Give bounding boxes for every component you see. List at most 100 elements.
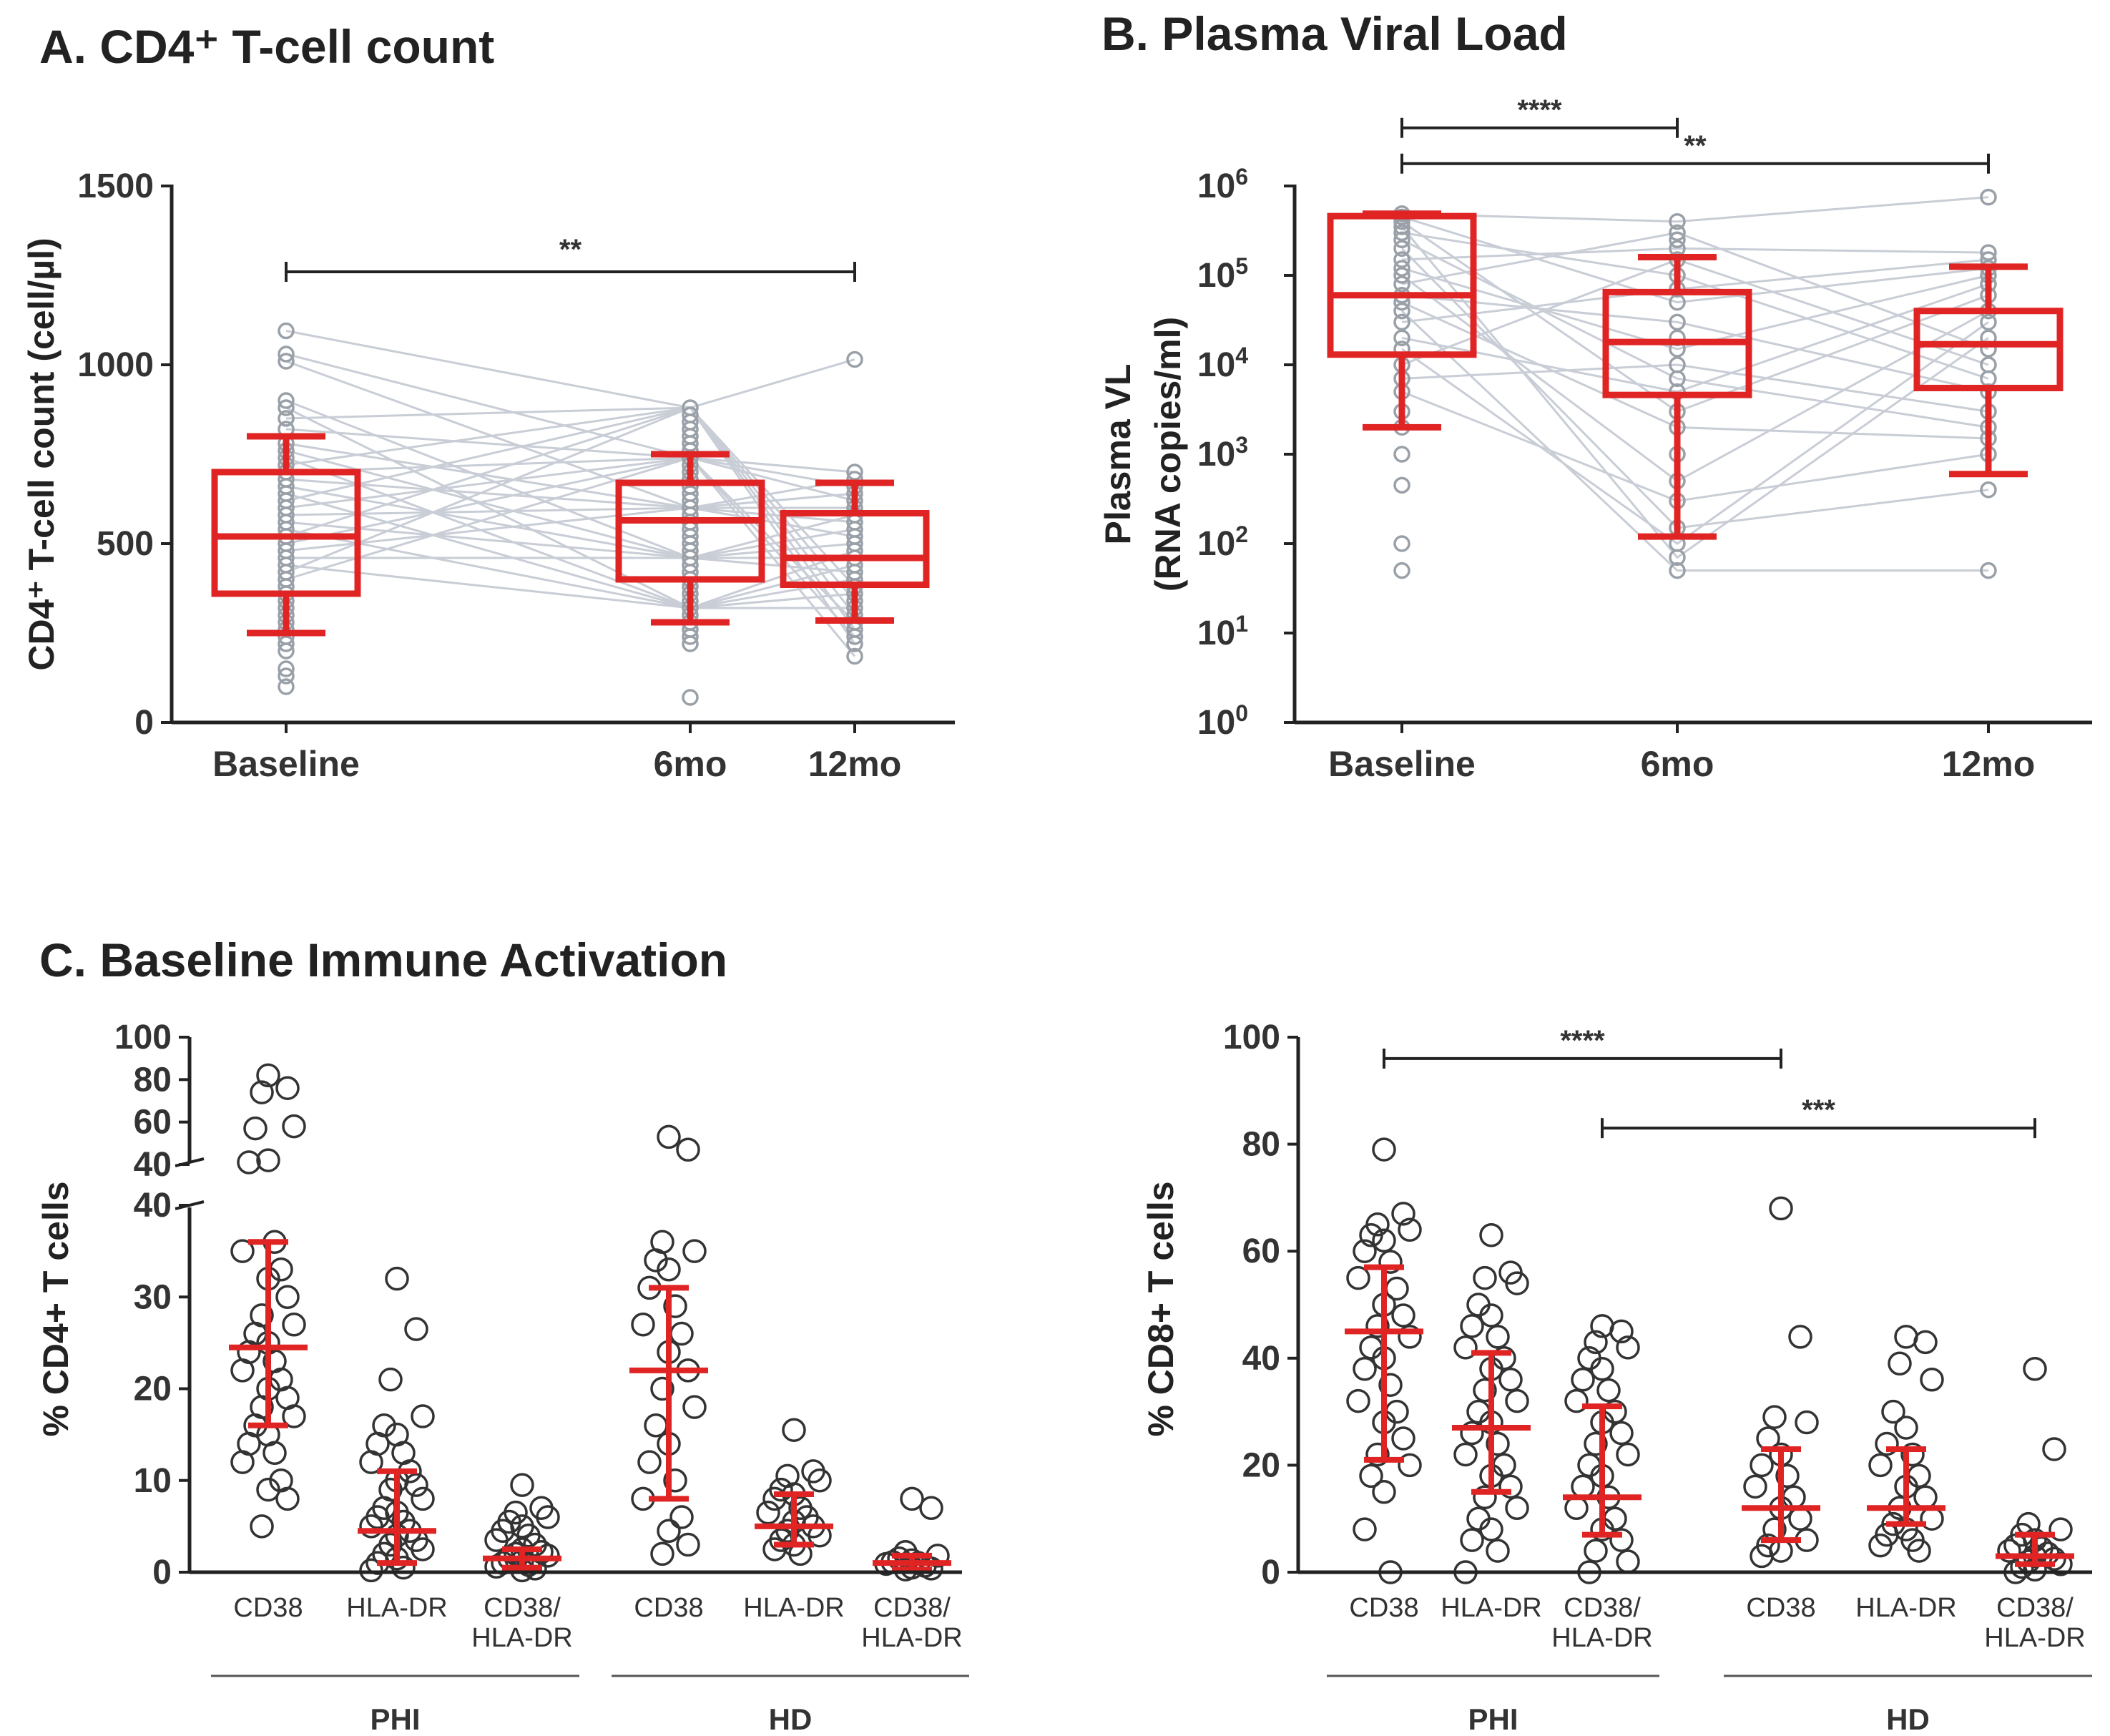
data-point xyxy=(1743,1474,1767,1499)
y-tick-label: 30 xyxy=(134,1278,172,1316)
data-point xyxy=(663,1468,687,1493)
data-point xyxy=(278,410,295,427)
category-label: CD38 xyxy=(233,1593,303,1623)
data-point xyxy=(657,1124,681,1149)
data-point xyxy=(411,1404,435,1428)
data-point xyxy=(1498,1474,1523,1499)
category-label: HLA-DR xyxy=(1855,1593,1956,1623)
data-point xyxy=(1486,1539,1510,1563)
panel-b-x-ticks: Baseline 6mo 12mo xyxy=(1328,722,2035,784)
data-point xyxy=(1486,1325,1510,1349)
data-point xyxy=(1669,231,1686,249)
paired-line xyxy=(1401,283,1989,393)
data-point xyxy=(1393,535,1410,552)
data-point xyxy=(1888,1351,1912,1376)
data-point xyxy=(682,628,699,645)
data-point xyxy=(682,635,699,652)
data-point xyxy=(2023,1357,2047,1381)
data-point xyxy=(1453,1335,1478,1360)
y-tick-label: 100 xyxy=(114,1019,172,1056)
data-point xyxy=(282,1114,306,1139)
data-point xyxy=(275,1486,300,1511)
category-label: CD38/ xyxy=(873,1593,951,1623)
category-label: HLA-DR xyxy=(1984,1623,2085,1653)
data-point xyxy=(808,1468,832,1493)
y-tick-label: 0 xyxy=(152,1554,172,1592)
data-point xyxy=(1584,1539,1608,1563)
category-label: CD38/ xyxy=(484,1593,561,1623)
x-tick-label: 12mo xyxy=(1942,744,2036,784)
data-point xyxy=(378,1367,403,1392)
y-tick-label: 105 xyxy=(1197,253,1248,295)
y-tick-label: 60 xyxy=(1242,1232,1280,1270)
panel-a-boxes xyxy=(211,433,930,637)
panel-b-y-label-line2: (RNA copies/ml) xyxy=(1148,317,1188,592)
data-point xyxy=(637,1450,662,1474)
paired-line xyxy=(285,330,855,409)
data-point xyxy=(1505,1388,1529,1413)
data-point xyxy=(1669,212,1686,230)
data-point xyxy=(243,1116,268,1141)
y-tick-label: 102 xyxy=(1197,521,1248,563)
data-point xyxy=(250,1080,274,1104)
data-point xyxy=(250,1514,274,1539)
data-point xyxy=(1788,1325,1812,1349)
y-tick-label: 10 xyxy=(134,1462,172,1500)
data-point xyxy=(1609,1319,1634,1344)
data-point xyxy=(1596,1378,1621,1403)
panel-c2-significance: ******* xyxy=(1383,1025,2036,1139)
data-point xyxy=(359,1514,383,1539)
data-point xyxy=(1881,1399,1905,1424)
data-point xyxy=(1359,1223,1383,1247)
y-tick-label: 20 xyxy=(134,1370,172,1408)
data-point xyxy=(282,1404,306,1428)
data-point xyxy=(657,1519,681,1544)
data-point xyxy=(1669,313,1686,331)
data-point xyxy=(359,1450,383,1474)
data-point xyxy=(278,399,295,416)
data-point xyxy=(1775,1463,1800,1489)
data-point xyxy=(1398,1325,1422,1349)
data-point xyxy=(1372,1137,1396,1162)
paired-line xyxy=(1401,238,1989,428)
panel-c2-y-label: % CD8+ T cells xyxy=(1141,1181,1181,1436)
data-point xyxy=(256,1063,280,1088)
x-tick-label: 6mo xyxy=(654,744,727,784)
data-point xyxy=(1479,1223,1503,1247)
y-tick-label: 1000 xyxy=(77,346,154,384)
data-point xyxy=(846,635,863,652)
data-point xyxy=(1868,1533,1893,1558)
data-point xyxy=(237,1150,261,1175)
paired-line xyxy=(1401,363,1989,413)
paired-line xyxy=(1400,310,1988,572)
category-label: CD38 xyxy=(634,1593,703,1623)
data-point xyxy=(411,1486,435,1511)
data-point xyxy=(756,1500,780,1525)
data-point xyxy=(1669,561,1686,579)
data-point xyxy=(682,689,699,706)
data-point xyxy=(230,1239,255,1263)
y-tick-label: 40 xyxy=(134,1146,172,1184)
data-point xyxy=(278,642,295,659)
data-point xyxy=(1393,224,1410,242)
y-tick-label: 100 xyxy=(1223,1019,1280,1056)
data-point xyxy=(2048,1517,2073,1541)
panel-a-title: A. CD4⁺ T-cell count xyxy=(39,20,494,73)
data-point xyxy=(1378,1373,1403,1397)
data-point xyxy=(359,1558,383,1583)
data-point xyxy=(782,1418,806,1442)
panel-b: B. Plasma Viral Load 1001011021031041051… xyxy=(1098,7,2092,784)
data-point xyxy=(1564,1496,1589,1520)
panel-b-boxes xyxy=(1327,210,2064,540)
data-point xyxy=(846,350,863,368)
data-point xyxy=(536,1505,560,1529)
group-label: HD xyxy=(1886,1702,1930,1736)
y-tick-label: 0 xyxy=(134,704,154,742)
y-tick-label: 106 xyxy=(1197,164,1248,205)
data-point xyxy=(676,1532,700,1557)
group-label: HD xyxy=(769,1702,813,1736)
data-point xyxy=(278,392,295,409)
data-point xyxy=(682,1239,707,1263)
paired-line xyxy=(1401,215,1989,304)
